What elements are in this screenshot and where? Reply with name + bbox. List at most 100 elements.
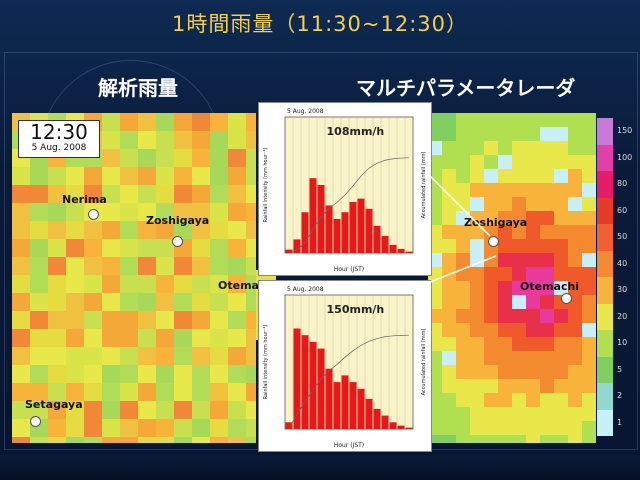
map-cell <box>582 323 596 337</box>
map-cell <box>498 113 512 127</box>
map-cell <box>120 167 138 185</box>
map-cell <box>174 131 192 149</box>
colorbar-tick-label: 60 <box>617 205 628 215</box>
map-cell <box>456 155 470 169</box>
map-cell <box>554 225 568 239</box>
map-cell <box>228 149 246 167</box>
map-cell <box>12 275 30 293</box>
map-cell <box>66 293 84 311</box>
map-cell <box>48 185 66 203</box>
rain-bar <box>285 249 293 253</box>
map-cell <box>484 113 498 127</box>
map-cell <box>120 401 138 419</box>
map-cell <box>470 267 484 281</box>
map-cell <box>498 435 512 443</box>
map-cell <box>526 393 540 407</box>
map-cell <box>568 421 582 435</box>
map-cell <box>228 257 246 275</box>
map-cell <box>12 365 30 383</box>
map-cell <box>540 323 554 337</box>
map-cell <box>498 197 512 211</box>
map-cell <box>456 435 470 443</box>
map-cell <box>12 167 30 185</box>
map-cell <box>192 329 210 347</box>
map-cell <box>156 311 174 329</box>
map-cell <box>246 221 256 239</box>
map-cell <box>554 351 568 365</box>
map-cell <box>210 329 228 347</box>
map-cell <box>512 267 526 281</box>
map-cell <box>526 169 540 183</box>
map-cell <box>582 155 596 169</box>
map-cell <box>228 167 246 185</box>
map-cell <box>228 311 246 329</box>
map-cell <box>568 281 582 295</box>
rain-bar <box>397 248 405 253</box>
map-cell <box>554 253 568 267</box>
map-cell <box>210 347 228 365</box>
map-cell <box>192 149 210 167</box>
map-cell <box>210 221 228 239</box>
map-cell <box>484 337 498 351</box>
map-cell <box>512 183 526 197</box>
map-cell <box>498 155 512 169</box>
map-cell <box>30 257 48 275</box>
map-cell <box>30 347 48 365</box>
rain-bar <box>285 422 293 429</box>
map-cell <box>192 365 210 383</box>
map-cell <box>102 239 120 257</box>
rain-bar <box>317 185 325 253</box>
map-cell <box>246 185 256 203</box>
map-cell <box>84 383 102 401</box>
map-cell <box>84 401 102 419</box>
map-cell <box>48 329 66 347</box>
colorbar-tick-label: 80 <box>617 179 628 189</box>
colorbar-segment <box>597 356 613 383</box>
map-cell <box>66 185 84 203</box>
map-cell <box>30 383 48 401</box>
map-cell <box>456 309 470 323</box>
map-cell <box>120 257 138 275</box>
rain-bar <box>293 239 301 253</box>
map-cell <box>526 407 540 421</box>
map-cell <box>456 183 470 197</box>
map-cell <box>526 267 540 281</box>
map-cell <box>84 419 102 437</box>
map-cell <box>442 239 456 253</box>
map-cell <box>12 185 30 203</box>
map-cell <box>456 365 470 379</box>
rain-bar <box>381 415 389 429</box>
map-cell <box>498 365 512 379</box>
rain-bar <box>309 341 317 429</box>
map-cell <box>210 239 228 257</box>
map-cell <box>456 253 470 267</box>
map-cell <box>540 365 554 379</box>
map-cell <box>470 435 484 443</box>
place-nerima: Nerima <box>62 193 107 206</box>
map-cell <box>484 379 498 393</box>
accumulation-line <box>288 157 410 253</box>
map-cell <box>102 221 120 239</box>
map-cell <box>526 183 540 197</box>
map-cell <box>470 183 484 197</box>
map-cell <box>582 435 596 443</box>
map-cell <box>442 253 456 267</box>
map-cell <box>512 239 526 253</box>
colorbar-tick-label: 100 <box>617 152 633 162</box>
map-cell <box>210 257 228 275</box>
map-cell <box>512 225 526 239</box>
map-cell <box>102 131 120 149</box>
map-cell <box>554 155 568 169</box>
map-cell <box>512 323 526 337</box>
map-cell <box>156 293 174 311</box>
accumulation-line <box>288 334 410 429</box>
map-cell <box>156 419 174 437</box>
map-cell <box>568 309 582 323</box>
colorbar-tick-label: 150 <box>617 126 633 136</box>
map-cell <box>174 401 192 419</box>
setagaya-marker <box>30 416 41 427</box>
map-cell <box>246 293 256 311</box>
map-cell <box>512 155 526 169</box>
map-cell <box>210 437 228 443</box>
map-cell <box>48 437 66 443</box>
